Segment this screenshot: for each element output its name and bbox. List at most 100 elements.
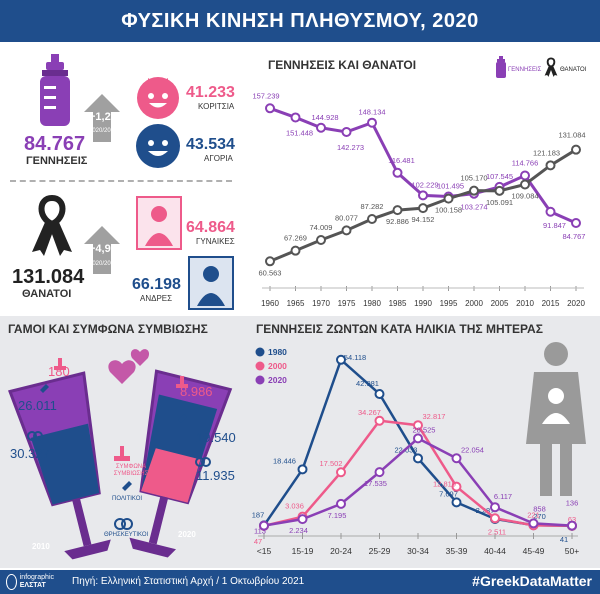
data-point bbox=[496, 187, 504, 195]
data-point bbox=[292, 113, 300, 121]
man-portrait-icon bbox=[188, 256, 234, 310]
data-label: 187 bbox=[252, 510, 264, 519]
births-label: ΓΕΝΝΗΣΕΙΣ bbox=[26, 155, 87, 167]
x-tick-label: 2010 bbox=[516, 299, 534, 308]
data-label: 113 bbox=[254, 527, 266, 536]
data-point bbox=[368, 215, 376, 223]
data-label: 94.152 bbox=[412, 215, 435, 224]
deaths-total: 131.084 bbox=[12, 266, 84, 289]
x-tick-label: 20-24 bbox=[330, 546, 352, 556]
data-label: 116.481 bbox=[388, 156, 415, 165]
boys-label: ΑΓΟΡΙΑ bbox=[204, 154, 233, 163]
data-point bbox=[266, 104, 274, 112]
births-total: 84.767 bbox=[24, 133, 85, 156]
elstat-logo: infographic ΕΛΣΤΑΤ bbox=[6, 573, 54, 591]
deaths-change-note: 2020/2019 bbox=[89, 261, 117, 267]
data-label: 17.502 bbox=[320, 459, 343, 468]
x-tick-label: 45-49 bbox=[523, 546, 545, 556]
women-count: 64.864 bbox=[186, 219, 235, 237]
data-label: 858 bbox=[533, 504, 546, 513]
data-label: 47 bbox=[254, 537, 262, 546]
data-point bbox=[266, 257, 274, 265]
data-label: 100.158 bbox=[435, 206, 462, 215]
x-tick-label: <15 bbox=[257, 546, 272, 556]
woman-portrait-icon bbox=[136, 196, 182, 250]
age-chart-title: ΓΕΝΝΗΣΕΙΣ ΖΩΝΤΩΝ ΚΑΤΑ ΗΛΙΚΙΑ ΤΗΣ ΜΗΤΕΡΑΣ bbox=[256, 322, 543, 336]
births-deaths-chart-title: ΓΕΝΝΗΣΕΙΣ ΚΑΙ ΘΑΝΑΤΟΙ bbox=[268, 58, 416, 72]
series-line-2020 bbox=[264, 438, 572, 525]
data-label: 42.981 bbox=[356, 379, 379, 388]
legend-religious: ΘΡΗΣΚΕΥΤΙΚΟΙ bbox=[104, 532, 148, 538]
data-point bbox=[317, 124, 325, 132]
legend-marker bbox=[256, 348, 265, 357]
data-label: 67.269 bbox=[284, 234, 307, 243]
partnership-2020: 8.986 bbox=[180, 384, 213, 399]
data-point bbox=[453, 498, 461, 506]
data-label: 34.267 bbox=[358, 408, 381, 417]
men-label: ΑΝΔΡΕΣ bbox=[140, 294, 172, 303]
girl-face-icon bbox=[134, 72, 182, 120]
data-label: 103.274 bbox=[460, 203, 487, 212]
births-deaths-legend-ribbon-icon bbox=[544, 56, 558, 78]
data-label: 2.234 bbox=[289, 526, 308, 535]
x-tick-label: 2015 bbox=[542, 299, 560, 308]
religious-2020: 11.935 bbox=[196, 468, 235, 483]
elstat-logo-icon bbox=[6, 574, 17, 590]
data-point bbox=[530, 519, 538, 527]
data-point bbox=[337, 468, 345, 476]
source-text: Πηγή: Ελληνική Στατιστική Αρχή / 1 Οκτωβ… bbox=[72, 576, 304, 587]
data-label: 87.282 bbox=[361, 202, 384, 211]
data-label: 121.183 bbox=[533, 148, 560, 157]
footer: infographic ΕΛΣΤΑΤ Πηγή: Ελληνική Στατιστ… bbox=[0, 570, 600, 594]
data-point bbox=[343, 226, 351, 234]
logo-sub: infographic bbox=[20, 574, 54, 582]
legend-civil: ΠΟΛΙΤΙΚΟΙ bbox=[112, 496, 142, 502]
legend-partnership: ΣΥΜΦΩΝΑ ΣΥΜΒΙΩΣΗΣ bbox=[106, 464, 156, 478]
data-label: 109.084 bbox=[511, 191, 538, 200]
data-label: 22.054 bbox=[461, 445, 484, 454]
divider bbox=[10, 180, 232, 182]
x-tick-label: 2020 bbox=[567, 299, 585, 308]
data-label: 136 bbox=[566, 499, 579, 508]
data-label: 17.535 bbox=[364, 479, 387, 488]
data-label: 28.525 bbox=[413, 425, 436, 434]
births-by-mother-age-line-chart: <15 15-19 20-24 25-29 30-34 35-39 40-44 45-49 50… bbox=[252, 340, 592, 566]
data-label: 54.118 bbox=[344, 353, 366, 362]
data-label: 32.817 bbox=[423, 412, 446, 421]
ribbon-icon bbox=[30, 194, 74, 256]
year-2020: 2020 bbox=[178, 530, 196, 539]
boy-face-icon bbox=[134, 122, 182, 170]
data-point bbox=[368, 119, 376, 127]
year-2010: 2010 bbox=[32, 542, 50, 551]
data-point bbox=[414, 434, 422, 442]
x-tick-label: 50+ bbox=[565, 546, 579, 556]
girls-count: 41.233 bbox=[186, 84, 235, 102]
data-label: 131.084 bbox=[558, 131, 585, 140]
x-tick-label: 2000 bbox=[465, 299, 483, 308]
births-deaths-line-chart: 1960 1965 1970 1975 1980 1985 1990 1995 2000 2005… bbox=[244, 80, 596, 312]
data-label: 18.446 bbox=[273, 456, 296, 465]
x-tick-label: 30-34 bbox=[407, 546, 429, 556]
civil-2010: 26.011 bbox=[18, 398, 57, 413]
data-point bbox=[394, 206, 402, 214]
hashtag: #GreekDataMatter bbox=[472, 573, 592, 589]
data-label: 80.077 bbox=[335, 213, 358, 222]
legend-label: 2020 bbox=[268, 375, 287, 385]
legend-label: 1980 bbox=[268, 347, 287, 357]
baby-bottle-icon bbox=[34, 52, 76, 128]
data-label: 60.563 bbox=[259, 268, 282, 277]
legend-label: 2000 bbox=[268, 361, 287, 371]
religious-2010: 30.327 bbox=[10, 446, 50, 461]
data-point bbox=[299, 465, 307, 473]
deaths-label: ΘΑΝΑΤΟΙ bbox=[22, 288, 71, 300]
data-label: 151.448 bbox=[286, 128, 313, 137]
x-tick-label: 1995 bbox=[440, 299, 458, 308]
data-label: 105.091 bbox=[486, 198, 513, 207]
x-tick-label: 1970 bbox=[312, 299, 330, 308]
data-point bbox=[376, 468, 384, 476]
data-point bbox=[337, 500, 345, 508]
marriages-title: ΓΑΜΟΙ ΚΑΙ ΣΥΜΦΩΝΑ ΣΥΜΒΙΩΣΗΣ bbox=[8, 322, 208, 336]
x-tick-label: 2005 bbox=[491, 299, 509, 308]
births-deaths-legend-bottle-icon bbox=[496, 56, 506, 78]
partnership-2010: 180 bbox=[48, 364, 70, 379]
